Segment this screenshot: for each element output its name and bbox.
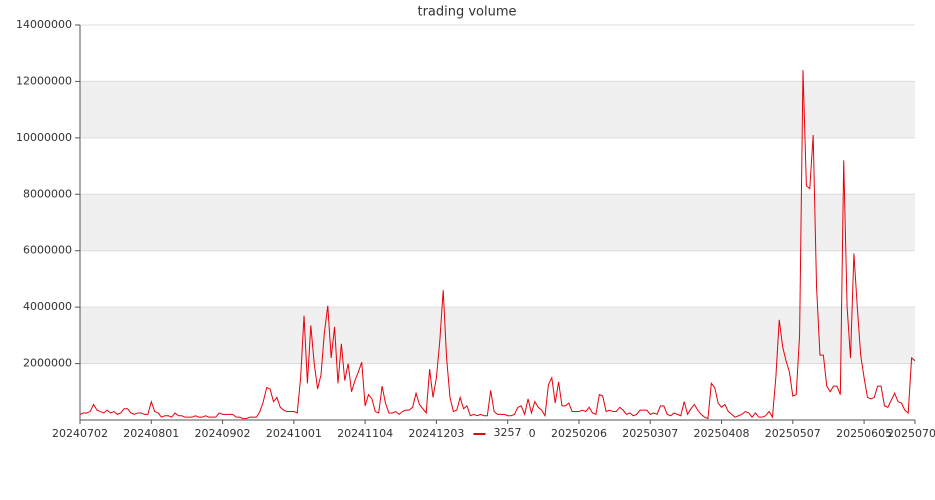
x-tick-label: 20250307 — [622, 427, 678, 440]
x-tick-label: 20241104 — [337, 427, 393, 440]
y-tick-label: 10000000 — [16, 131, 72, 144]
y-tick-label: 4000000 — [23, 300, 72, 313]
y-tick-label: 14000000 — [16, 18, 72, 31]
x-tick-label: 20240702 — [52, 427, 108, 440]
y-tick-label: 6000000 — [23, 244, 72, 257]
grid-band — [80, 194, 915, 251]
x-tick-label: 20240902 — [195, 427, 251, 440]
x-tick-label: 20241001 — [266, 427, 322, 440]
x-tick-label: 20241203 — [408, 427, 464, 440]
x-tick-label: 20250408 — [694, 427, 750, 440]
series-line — [79, 70, 916, 420]
y-tick-label: 8000000 — [23, 187, 72, 200]
legend-label: 3257 — [494, 426, 522, 439]
y-tick-label: 2000000 — [23, 357, 72, 370]
legend-box — [467, 425, 528, 443]
legend: 3257 — [467, 425, 528, 443]
x-tick-label: 20250206 — [551, 427, 607, 440]
grid-band — [80, 81, 915, 138]
x-tick-label: 20250507 — [765, 427, 821, 440]
chart-title: trading volume — [417, 5, 516, 20]
y-tick-label: 12000000 — [16, 74, 72, 87]
grid-band — [80, 307, 915, 364]
x-tick-label: 20250605 — [836, 427, 892, 440]
x-tick-label: 20240801 — [123, 427, 179, 440]
x-tick-label: 20250704 — [887, 427, 935, 440]
